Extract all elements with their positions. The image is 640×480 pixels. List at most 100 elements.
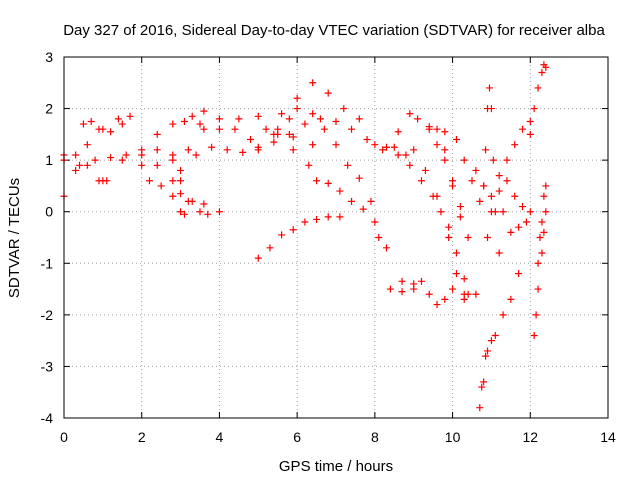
data-point [390, 143, 398, 151]
x-tick-label: 4 [216, 429, 224, 445]
data-point [363, 136, 371, 144]
data-point [262, 125, 270, 133]
data-point [487, 192, 495, 200]
data-point [460, 275, 468, 283]
series-track-17 [410, 146, 472, 298]
data-point [336, 213, 344, 221]
data-point [464, 290, 472, 298]
series-track-28 [534, 182, 550, 267]
data-point [122, 151, 130, 159]
data-point [324, 213, 332, 221]
series-track-16 [394, 110, 464, 211]
data-point [305, 161, 313, 169]
data-point [348, 197, 356, 205]
data-point [417, 277, 425, 285]
data-point [530, 105, 538, 113]
data-point [538, 218, 546, 226]
y-axis-label: SDTVAR / TECUs [6, 178, 23, 298]
data-point [375, 234, 383, 241]
data-point [313, 215, 321, 223]
data-point [433, 141, 441, 149]
data-point [398, 277, 406, 285]
series-track-26 [526, 61, 550, 138]
data-point [532, 311, 540, 319]
data-point [153, 130, 161, 138]
data-point [91, 156, 99, 164]
data-point [316, 115, 324, 123]
series-track-13 [254, 213, 344, 262]
x-tick-label: 8 [371, 429, 379, 445]
data-point [530, 331, 538, 339]
data-point [538, 249, 546, 257]
data-point [169, 177, 177, 185]
data-point [534, 259, 542, 267]
data-point [301, 120, 309, 128]
data-point [519, 125, 527, 133]
data-point [153, 161, 161, 169]
data-point [177, 177, 185, 185]
series-track-21 [476, 270, 523, 412]
data-point [406, 161, 414, 169]
series-track-7 [145, 177, 188, 218]
data-point [344, 161, 352, 169]
data-point [383, 143, 391, 151]
data-point [332, 117, 340, 125]
data-point [153, 146, 161, 154]
data-point [114, 115, 122, 123]
data-point [507, 228, 515, 236]
series-track-8 [169, 79, 363, 164]
series-track-11 [254, 115, 410, 159]
data-point [371, 218, 379, 226]
series-track-20 [441, 128, 492, 241]
data-point [534, 84, 542, 92]
data-point [184, 146, 192, 154]
data-point [487, 208, 495, 216]
x-tick-labels: 0 2 4 6 8 10 12 14 [60, 429, 616, 445]
data-point [410, 285, 418, 293]
y-tick-label: -2 [41, 307, 54, 323]
x-tick-label: 0 [60, 429, 68, 445]
data-point [235, 115, 243, 123]
data-point [534, 285, 542, 293]
data-point [107, 128, 115, 136]
data-point [192, 151, 200, 159]
x-tick-label: 12 [522, 429, 538, 445]
data-point [460, 295, 468, 303]
data-point [157, 182, 165, 190]
data-point [266, 244, 274, 252]
data-point [495, 172, 503, 180]
data-points [60, 61, 550, 412]
data-point [478, 383, 486, 391]
data-point [289, 226, 297, 234]
data-point [289, 146, 297, 154]
data-point [542, 182, 550, 190]
series-track-12 [274, 130, 425, 288]
data-point [247, 136, 255, 144]
data-point [441, 295, 449, 303]
data-point [482, 146, 490, 154]
data-point [223, 146, 231, 154]
data-point [540, 228, 548, 236]
data-point [301, 218, 309, 226]
data-point [511, 141, 519, 149]
y-tick-label: -4 [41, 410, 54, 426]
data-point [538, 68, 546, 76]
series-track-25 [499, 208, 534, 236]
data-point [511, 192, 519, 200]
data-point [456, 213, 464, 221]
data-point [484, 347, 492, 355]
data-point [196, 208, 204, 216]
data-point [464, 234, 472, 241]
data-point [452, 136, 460, 144]
data-point [536, 234, 544, 241]
series-track-10 [196, 112, 317, 149]
data-point [499, 311, 507, 319]
data-point [484, 234, 492, 241]
x-axis-label: GPS time / hours [279, 458, 393, 475]
data-point [414, 115, 422, 123]
data-point [441, 128, 449, 136]
data-point [480, 378, 488, 386]
series-track-14 [309, 110, 418, 296]
data-point [340, 105, 348, 113]
data-point [320, 125, 328, 133]
